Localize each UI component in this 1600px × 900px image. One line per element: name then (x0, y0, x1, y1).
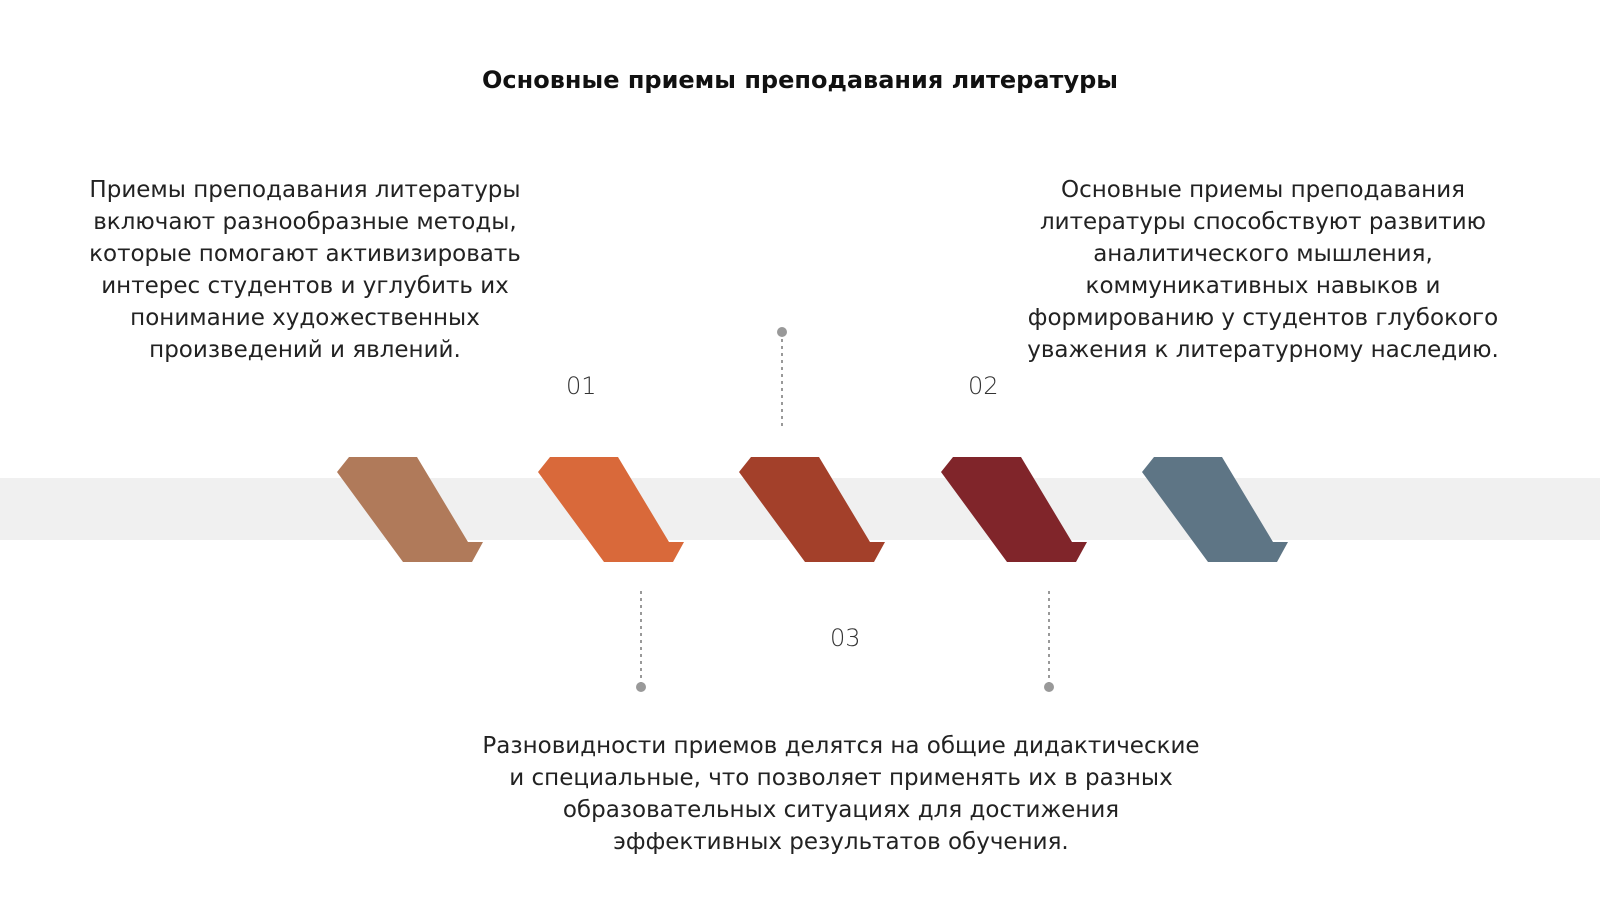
chevron (337, 457, 483, 562)
chevron (941, 457, 1087, 562)
step-text: Приемы преподавания литературы включают … (89, 177, 521, 363)
slide-title: Основные приемы преподавания литературы (482, 66, 1118, 94)
connector-dot (636, 682, 646, 692)
step-number: 02 (968, 372, 999, 400)
step-number: 03 (830, 624, 861, 652)
chevron (538, 457, 684, 562)
step-number: 01 (566, 372, 597, 400)
step-text: Разновидности приемов делятся на общие д… (482, 733, 1200, 855)
step-text: Основные приемы преподавания литературы … (1027, 177, 1499, 363)
chevron (1142, 457, 1288, 562)
connector-dot (777, 327, 787, 337)
connector-dot (1044, 682, 1054, 692)
chevron (739, 457, 885, 562)
